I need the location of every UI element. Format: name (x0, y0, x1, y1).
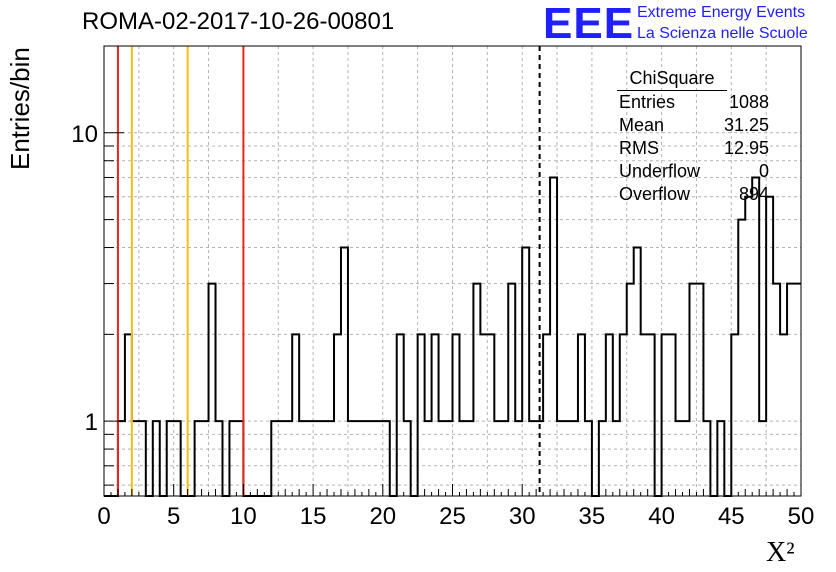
axes-ticks: 0 5 10 15 20 25 30 35 40 45 50 1 10 (71, 45, 815, 530)
x-tick-label: 5 (167, 503, 180, 530)
y-tick-label: 1 (85, 409, 98, 436)
eee-logo: EEE (543, 0, 635, 48)
x-tick-label: 35 (579, 503, 606, 530)
stats-value: 0 (758, 161, 769, 181)
stats-row-entries: Entries 1088 (611, 91, 777, 114)
x-tick-label: 30 (509, 503, 536, 530)
stats-key: Underflow (619, 161, 701, 181)
x-tick-label: 45 (718, 503, 745, 530)
stats-key: Mean (619, 115, 665, 135)
histogram-series (104, 176, 801, 497)
y-tick-label: 10 (71, 121, 98, 148)
logo-line-1: Extreme Energy Events (637, 4, 806, 21)
stats-key: Overflow (619, 184, 691, 204)
stats-box: ChiSquare Entries 1088 Mean 31.25 RMS 12… (611, 67, 777, 206)
x-tick-label: 40 (648, 503, 675, 530)
stats-title: ChiSquare (617, 67, 727, 91)
stats-row-underflow: Underflow 0 (611, 160, 777, 183)
stats-value: 894 (738, 184, 769, 204)
stats-value: 1088 (728, 92, 769, 112)
x-tick-label: 10 (230, 503, 257, 530)
x-tick-label: 15 (300, 503, 327, 530)
x-axis-label: X² (766, 537, 795, 568)
stats-value: 12.95 (723, 138, 769, 158)
stats-key: RMS (619, 138, 659, 158)
stats-row-rms: RMS 12.95 (611, 137, 777, 160)
stats-key: Entries (619, 92, 676, 112)
x-tick-label: 0 (97, 503, 110, 530)
x-tick-label: 25 (439, 503, 466, 530)
histogram-bars (104, 176, 801, 497)
x-tick-label: 50 (788, 503, 815, 530)
chart-title: ROMA-02-2017-10-26-00801 (82, 8, 395, 35)
stats-row-overflow: Overflow 894 (611, 183, 777, 206)
x-tick-label: 20 (369, 503, 396, 530)
y-axis-label: Entries/bin (5, 47, 35, 170)
stats-value: 31.25 (723, 115, 769, 135)
logo-line-2: La Scienza nelle Scuole (637, 25, 808, 42)
stats-row-mean: Mean 31.25 (611, 114, 777, 137)
